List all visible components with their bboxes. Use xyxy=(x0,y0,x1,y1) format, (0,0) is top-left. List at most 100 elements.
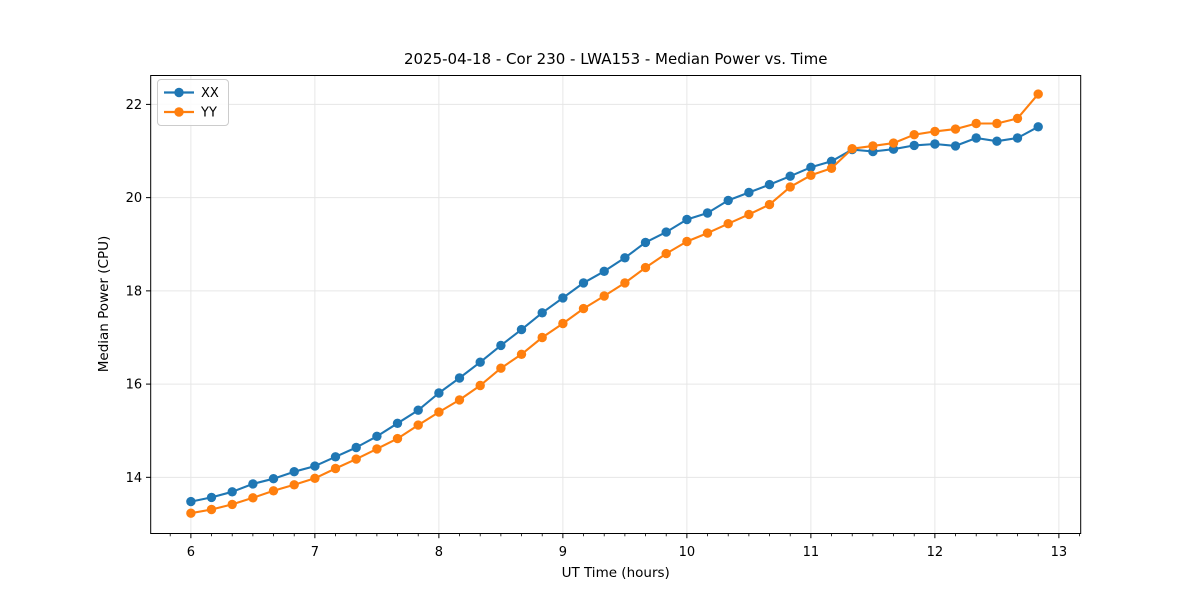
data-point-yy xyxy=(702,228,713,238)
data-point-yy xyxy=(723,219,733,229)
data-point-xx xyxy=(186,496,196,507)
legend-marker-xx xyxy=(174,87,184,98)
data-point-yy xyxy=(227,499,237,510)
data-point-yy xyxy=(330,463,341,474)
data-point-xx xyxy=(454,373,465,383)
data-point-yy xyxy=(868,141,878,151)
data-point-xx xyxy=(992,136,1002,146)
data-point-xx xyxy=(248,479,258,489)
data-point-yy xyxy=(764,199,775,210)
data-point-xx xyxy=(434,388,444,398)
data-point-xx xyxy=(702,208,713,218)
chart-title: 2025-04-18 - Cor 230 - LWA153 - Median P… xyxy=(404,50,828,68)
x-tick-label: 9 xyxy=(559,545,567,560)
data-point-yy xyxy=(599,291,609,301)
data-point-xx xyxy=(661,227,671,237)
data-point-yy xyxy=(826,163,837,173)
data-point-yy xyxy=(434,407,444,417)
data-point-xx xyxy=(744,187,754,198)
data-point-yy xyxy=(372,444,382,454)
plot-border xyxy=(150,75,1082,534)
data-point-yy xyxy=(640,262,651,273)
data-point-yy xyxy=(413,420,423,430)
data-point-xx xyxy=(516,324,527,335)
data-point-xx xyxy=(764,179,775,190)
data-point-xx xyxy=(475,357,485,367)
data-point-xx xyxy=(785,171,795,181)
y-tick-label: 18 xyxy=(126,284,143,299)
series-line-xx xyxy=(189,125,1040,503)
data-point-xx xyxy=(930,139,940,149)
x-tick-label: 11 xyxy=(803,545,820,560)
data-point-xx xyxy=(578,278,589,288)
grid xyxy=(150,75,1081,534)
x-tick-label: 8 xyxy=(435,545,443,560)
y-axis-label: Median Power (CPU) xyxy=(96,236,112,372)
data-point-xx xyxy=(227,487,237,497)
y-tick-label: 22 xyxy=(126,98,143,113)
data-point-xx xyxy=(537,308,547,318)
x-tick-label: 12 xyxy=(927,545,944,560)
data-point-yy xyxy=(1033,89,1043,99)
data-point-xx xyxy=(909,140,919,151)
axis-ticks: 6 7 8 9 10 11 12 13 14 16 18 20 22 xyxy=(126,98,1080,560)
data-point-yy xyxy=(558,318,568,329)
data-point-yy xyxy=(992,118,1002,129)
x-tick-label: 7 xyxy=(311,545,319,560)
data-point-xx xyxy=(723,195,733,206)
data-point-yy xyxy=(682,236,692,247)
series-yy xyxy=(186,89,1043,518)
data-point-xx xyxy=(1033,122,1043,132)
data-point-yy xyxy=(392,433,403,444)
data-point-xx xyxy=(640,237,651,248)
legend-entry-yy: YY xyxy=(164,106,217,121)
data-point-yy xyxy=(888,138,899,148)
data-point-xx xyxy=(330,452,341,462)
data-point-yy xyxy=(620,278,630,288)
data-point-yy xyxy=(847,144,857,154)
y-tick-label: 14 xyxy=(126,471,143,486)
data-point-xx xyxy=(806,162,816,172)
legend-marker-yy xyxy=(174,107,184,117)
data-point-xx xyxy=(950,141,961,151)
data-point-xx xyxy=(351,442,361,453)
data-point-yy xyxy=(971,118,981,129)
legend-label-xx: XX xyxy=(201,86,219,101)
data-point-xx xyxy=(971,133,981,143)
data-point-xx xyxy=(206,492,217,503)
data-point-yy xyxy=(289,480,299,490)
data-point-xx xyxy=(413,405,423,415)
legend-entry-xx: XX xyxy=(164,86,219,101)
data-point-xx xyxy=(310,461,320,471)
data-point-yy xyxy=(537,332,547,343)
series-xx xyxy=(186,122,1043,507)
series-line-yy xyxy=(189,93,1040,515)
x-tick-label: 13 xyxy=(1051,545,1068,560)
x-axis-label: UT Time (hours) xyxy=(562,565,670,581)
data-point-xx xyxy=(620,253,630,263)
data-point-xx xyxy=(289,467,299,477)
data-point-xx xyxy=(599,266,609,276)
data-point-yy xyxy=(909,130,919,140)
data-point-yy xyxy=(475,380,485,391)
data-point-xx xyxy=(1012,133,1023,143)
data-point-xx xyxy=(558,293,568,303)
data-point-yy xyxy=(785,182,795,192)
data-point-xx xyxy=(496,340,506,351)
data-point-xx xyxy=(682,214,692,225)
data-point-yy xyxy=(310,473,320,483)
y-tick-label: 20 xyxy=(126,191,143,206)
data-point-xx xyxy=(372,431,382,441)
legend: XX YY xyxy=(157,79,229,126)
data-point-yy xyxy=(186,508,196,518)
data-point-yy xyxy=(454,395,465,405)
x-tick-label: 6 xyxy=(187,545,195,560)
data-point-xx xyxy=(826,156,837,166)
data-point-yy xyxy=(248,493,258,503)
data-point-yy xyxy=(950,124,961,134)
x-tick-label: 10 xyxy=(679,545,696,560)
data-point-yy xyxy=(206,504,217,515)
data-point-yy xyxy=(806,170,816,180)
